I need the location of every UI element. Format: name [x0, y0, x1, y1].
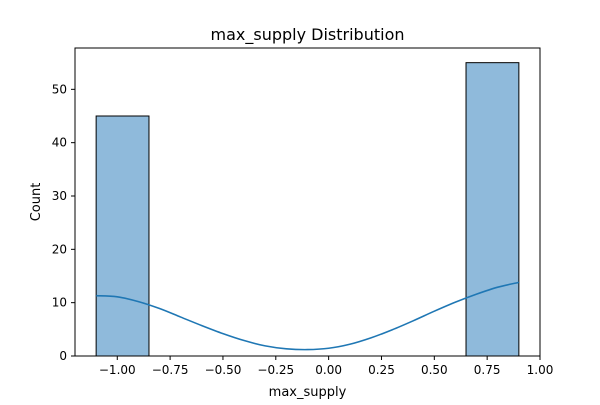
histogram-bar — [465, 62, 520, 357]
y-axis-label: Count — [29, 183, 44, 222]
y-tick-label: 0 — [59, 349, 67, 363]
x-tick-label: 0.00 — [315, 363, 342, 377]
x-tick-label: 0.50 — [421, 363, 448, 377]
y-tick-label: 50 — [52, 82, 67, 96]
y-tick-label: 40 — [52, 136, 67, 150]
bars-layer — [95, 62, 520, 357]
x-tick-label: −0.25 — [257, 363, 294, 377]
y-tick-label: 20 — [52, 242, 67, 256]
kde-line — [96, 281, 520, 351]
x-axis-ticks: −1.00 −0.75 −0.50 −0.25 0.00 0.25 0.50 0.75 1.00 — [99, 356, 553, 377]
kde-layer — [96, 281, 520, 351]
x-tick-label: 0.75 — [474, 363, 501, 377]
x-tick-label: 1.00 — [527, 363, 554, 377]
x-tick-label: −0.50 — [205, 363, 242, 377]
histogram-bar — [95, 115, 150, 357]
x-tick-label: −0.75 — [152, 363, 189, 377]
chart-title: max_supply Distribution — [211, 25, 405, 45]
plot-frame — [74, 47, 541, 357]
y-tick-label: 10 — [52, 296, 67, 310]
x-tick-label: 0.25 — [368, 363, 395, 377]
x-axis-label: max_supply — [269, 385, 347, 400]
x-tick-label: −1.00 — [99, 363, 136, 377]
y-axis-ticks: 0 10 20 30 40 50 — [52, 82, 75, 363]
y-tick-label: 30 — [52, 189, 67, 203]
